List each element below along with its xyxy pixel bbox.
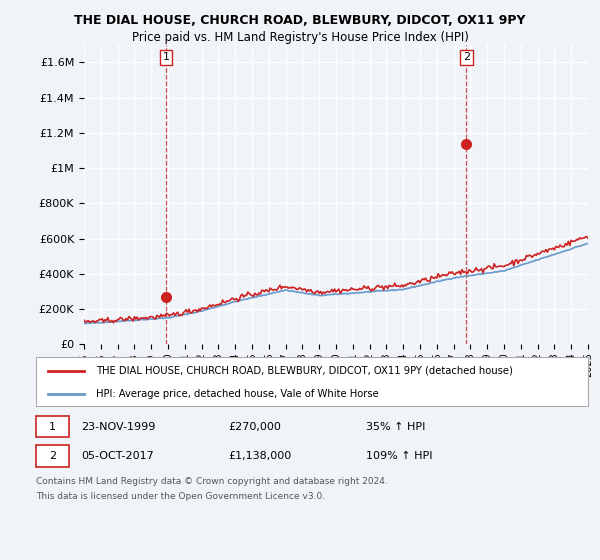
Text: 2: 2 [463,52,470,62]
Text: 35% ↑ HPI: 35% ↑ HPI [366,422,425,432]
Text: Contains HM Land Registry data © Crown copyright and database right 2024.: Contains HM Land Registry data © Crown c… [36,477,388,486]
Text: THE DIAL HOUSE, CHURCH ROAD, BLEWBURY, DIDCOT, OX11 9PY: THE DIAL HOUSE, CHURCH ROAD, BLEWBURY, D… [74,14,526,27]
Text: £270,000: £270,000 [228,422,281,432]
Text: 1: 1 [49,422,56,432]
Text: 109% ↑ HPI: 109% ↑ HPI [366,451,433,461]
Text: HPI: Average price, detached house, Vale of White Horse: HPI: Average price, detached house, Vale… [96,389,379,399]
Text: 2: 2 [49,451,56,461]
Text: This data is licensed under the Open Government Licence v3.0.: This data is licensed under the Open Gov… [36,492,325,501]
Text: THE DIAL HOUSE, CHURCH ROAD, BLEWBURY, DIDCOT, OX11 9PY (detached house): THE DIAL HOUSE, CHURCH ROAD, BLEWBURY, D… [96,366,513,376]
Text: 23-NOV-1999: 23-NOV-1999 [81,422,155,432]
Text: £1,138,000: £1,138,000 [228,451,291,461]
Text: 1: 1 [163,52,169,62]
Text: Price paid vs. HM Land Registry's House Price Index (HPI): Price paid vs. HM Land Registry's House … [131,31,469,44]
Text: 05-OCT-2017: 05-OCT-2017 [81,451,154,461]
